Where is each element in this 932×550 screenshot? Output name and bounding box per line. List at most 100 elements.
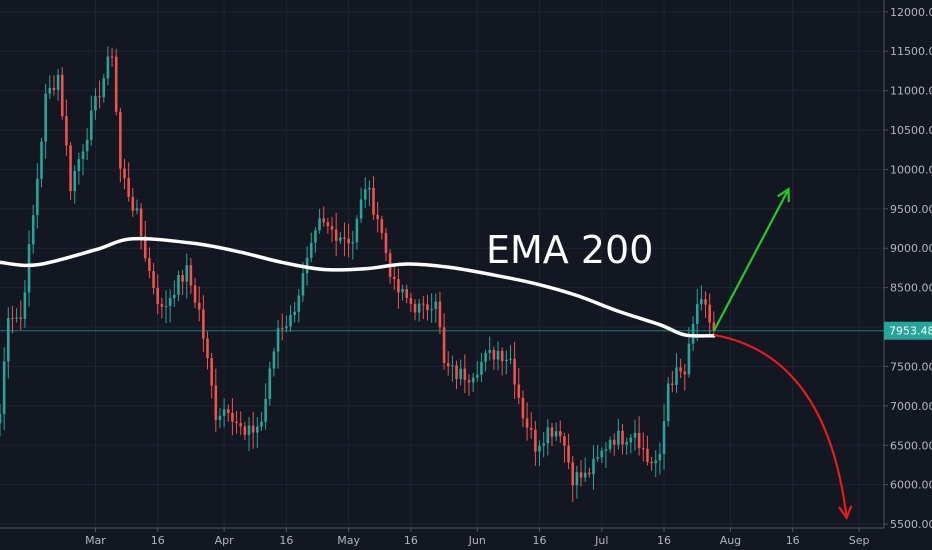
candle-down — [500, 350, 504, 362]
time-tick-label: 16 — [151, 534, 165, 547]
candle-up — [73, 171, 76, 192]
candle-down — [280, 328, 284, 330]
candle-down — [226, 409, 230, 413]
candle-up — [480, 361, 483, 375]
candle-down — [708, 304, 711, 323]
candle-up — [36, 178, 39, 216]
candle-up — [592, 458, 595, 475]
candle-up — [430, 309, 433, 311]
candle-down — [529, 427, 533, 430]
candle-down — [637, 432, 641, 449]
candle-up — [318, 218, 321, 231]
candle-up — [654, 460, 658, 464]
candle-up — [264, 399, 267, 422]
candle-up — [222, 409, 226, 416]
candle-up — [164, 305, 168, 307]
candle-up — [102, 78, 106, 98]
candle-up — [285, 326, 288, 329]
time-tick-label: Jul — [594, 534, 608, 547]
current-price-label: 7953.48 — [889, 325, 932, 338]
candle-up — [247, 425, 251, 435]
candle-down — [567, 445, 570, 463]
candle-down — [467, 380, 471, 383]
time-tick-label: Jun — [468, 534, 486, 547]
candle-up — [359, 199, 363, 219]
candle-down — [438, 301, 442, 328]
candle-down — [19, 317, 23, 320]
candle-up — [691, 323, 695, 344]
candle-down — [110, 56, 114, 58]
candle-down — [558, 431, 562, 437]
bullish-arrow-head — [777, 187, 790, 203]
candle-up — [459, 368, 462, 380]
candle-up — [0, 413, 2, 424]
candle-down — [376, 214, 379, 220]
candle-up — [56, 74, 60, 91]
candle-up — [451, 365, 454, 367]
price-tick-label: 11500.00 — [890, 45, 932, 58]
candle-down — [563, 436, 566, 446]
candle-up — [633, 432, 637, 438]
candle-down — [52, 87, 56, 91]
price-tick-label: 11000.00 — [890, 85, 932, 98]
candle-down — [422, 303, 425, 305]
price-tick-label: 5500.00 — [890, 518, 932, 531]
candle-up — [700, 299, 703, 305]
candle-up — [48, 87, 52, 94]
candle-up — [276, 328, 280, 352]
candle-down — [202, 309, 205, 339]
candle-up — [505, 359, 508, 362]
price-axis[interactable]: 5500.006000.006500.007000.007500.008000.… — [883, 0, 932, 550]
candle-down — [372, 187, 375, 215]
price-tick-label: 7000.00 — [890, 400, 932, 413]
candle-down — [152, 271, 155, 288]
ema-200-line — [0, 236, 716, 338]
ema-annotation: EMA 200 — [486, 228, 653, 272]
candle-up — [509, 358, 512, 360]
candle-up — [471, 377, 475, 383]
candle-up — [617, 430, 620, 445]
candle-up — [44, 93, 47, 142]
candle-up — [687, 343, 691, 375]
candle-down — [641, 448, 645, 450]
time-tick-label: 16 — [279, 534, 293, 547]
candle-down — [426, 304, 429, 311]
bearish-arrow — [713, 333, 848, 518]
candle-down — [579, 472, 583, 478]
time-tick-label: 16 — [404, 534, 418, 547]
candle-down — [330, 226, 334, 230]
candle-up — [314, 230, 317, 243]
candle-up — [289, 314, 292, 327]
candle-down — [98, 96, 101, 98]
candle-down — [193, 285, 197, 303]
bullish-arrow — [712, 188, 790, 332]
candle-down — [671, 383, 674, 385]
candle-down — [69, 145, 72, 192]
time-axis[interactable]: Mar 16 Apr 16 May 16 Jun 16 Jul 16 Aug 16 Sep — [0, 527, 884, 547]
grid — [0, 0, 884, 528]
candle-up — [658, 453, 662, 461]
candle-up — [27, 244, 31, 293]
candle-up — [475, 374, 479, 378]
candle-up — [173, 294, 176, 299]
price-tick-label: 12000.00 — [890, 6, 932, 19]
candle-up — [94, 96, 97, 111]
candle-down — [704, 299, 707, 305]
candle-up — [185, 265, 189, 282]
candle-up — [368, 187, 371, 190]
candle-up — [2, 361, 6, 414]
candle-up — [135, 208, 139, 211]
candle-down — [712, 322, 716, 331]
candle-up — [695, 304, 699, 324]
candle-up — [260, 421, 263, 427]
candle-up — [268, 368, 272, 400]
candle-down — [463, 368, 467, 381]
candle-down — [65, 116, 68, 146]
price-tick-label: 9000.00 — [890, 242, 932, 255]
candle-down — [550, 427, 554, 437]
current-price-tag — [884, 321, 932, 340]
candle-down — [143, 236, 147, 259]
time-tick-label: Sep — [849, 534, 870, 547]
candle-up — [363, 189, 367, 200]
